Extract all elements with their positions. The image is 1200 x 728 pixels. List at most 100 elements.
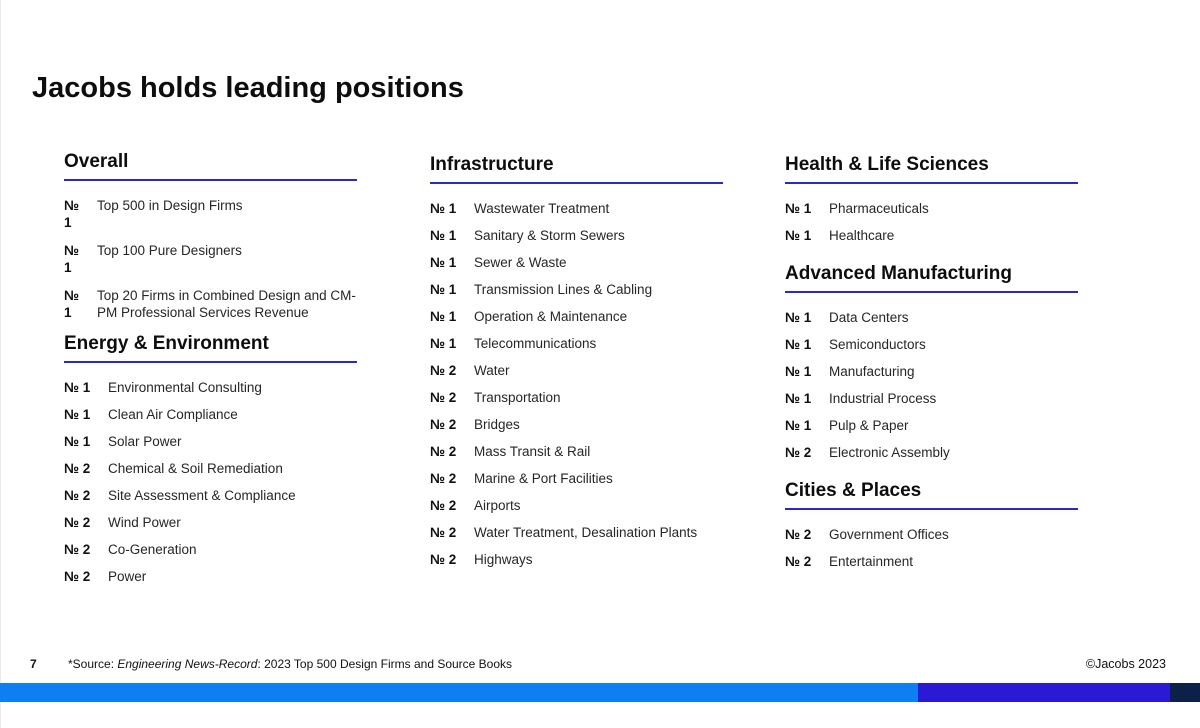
rank-badge: № 2: [430, 417, 457, 432]
rank-badge: № 2: [430, 390, 457, 405]
ranking-label: Airports: [474, 498, 521, 513]
footer-bar-segment-indigo: [918, 683, 1170, 702]
ranking-label: Top 500 in Design Firms: [97, 198, 243, 213]
ranking-row: № 2 Electronic Assembly: [785, 444, 1078, 461]
ranking-row: № 2 Site Assessment & Compliance: [64, 487, 357, 504]
rank-badge: № 1: [785, 391, 812, 406]
rank-badge: № 1: [785, 337, 812, 352]
section-heading-health-and-life-sciences: Health & Life Sciences: [785, 153, 1078, 184]
rank-badge: № 1: [430, 282, 457, 297]
ranking-row: № 2 Government Offices: [785, 526, 1078, 543]
ranking-row: № 2 Highways: [430, 551, 723, 568]
ranking-label: Marine & Port Facilities: [474, 471, 613, 486]
ranking-row: № 1 Industrial Process: [785, 390, 1078, 407]
ranking-row: № 2 Airports: [430, 497, 723, 514]
slide-title: Jacobs holds leading positions: [32, 72, 464, 104]
rank-badge: № 1: [430, 201, 457, 216]
ranking-row: № 2 Chemical & Soil Remediation: [64, 460, 357, 477]
ranking-label: Power: [108, 569, 147, 584]
rank-badge: № 1: [430, 336, 457, 351]
ranking-row: № 2 Water Treatment, Desalination Plants: [430, 524, 723, 541]
rank-badge: № 1: [430, 228, 457, 243]
ranking-column-3: Health & Life Sciences № 1 Pharmaceuticals…: [785, 153, 1078, 580]
rank-badge: № 2: [64, 488, 91, 503]
ranking-label: Top 100 Pure Designers: [97, 243, 242, 258]
section-cities-and-places: Cities & Places № 2 Government Offices № 2 E…: [785, 479, 1078, 570]
footer-bar-segment-bright-blue: [0, 683, 918, 702]
ranking-label: Operation & Maintenance: [474, 309, 628, 324]
ranking-label: Pulp & Paper: [829, 418, 909, 433]
ranking-label: Industrial Process: [829, 391, 937, 406]
page-number: 7: [30, 657, 37, 671]
rank-badge: № 1: [64, 434, 91, 449]
ranking-label: Site Assessment & Compliance: [108, 488, 296, 503]
ranking-label: Environmental Consulting: [108, 380, 262, 395]
ranking-row: № 1 Clean Air Compliance: [64, 406, 357, 423]
ranking-label: Government Offices: [829, 527, 949, 542]
ranking-label: Wind Power: [108, 515, 181, 530]
ranking-label: Wastewater Treatment: [474, 201, 610, 216]
ranking-row: № 1 Pulp & Paper: [785, 417, 1078, 434]
ranking-label: Transportation: [474, 390, 561, 405]
columns-container: Overall № 1 Top 500 in Design Firms № 1 Top …: [64, 150, 1078, 595]
source-note: *Source: Engineering News-Record: 2023 T…: [68, 657, 512, 671]
rank-badge: № 1: [785, 418, 812, 433]
ranking-row: № 2 Water: [430, 362, 723, 379]
footer-bar-segment-navy: [1170, 683, 1200, 702]
ranking-label: Electronic Assembly: [829, 445, 950, 460]
rank-badge: № 2: [785, 554, 812, 569]
section-energy-and-environment: Energy & Environment № 1 Environmental Con…: [64, 332, 357, 585]
rank-badge: № 1: [64, 407, 91, 422]
section-heading-advanced-manufacturing: Advanced Manufacturing: [785, 262, 1078, 293]
ranking-column-1: Overall № 1 Top 500 in Design Firms № 1 Top …: [64, 150, 357, 595]
ranking-label: Transmission Lines & Cabling: [474, 282, 653, 297]
ranking-row: № 2 Marine & Port Facilities: [430, 470, 723, 487]
rank-badge: № 1: [785, 364, 812, 379]
rank-badge: № 2: [785, 445, 812, 460]
ranking-row: № 2 Transportation: [430, 389, 723, 406]
section-heading-overall: Overall: [64, 150, 357, 181]
section-infrastructure: Infrastructure № 1 Wastewater Treatment № 1…: [430, 153, 723, 568]
rank-badge: № 1: [785, 228, 812, 243]
ranking-row: № 2 Mass Transit & Rail: [430, 443, 723, 460]
section-heading-cities-and-places: Cities & Places: [785, 479, 1078, 510]
ranking-label: Co-Generation: [108, 542, 197, 557]
rank-badge: № 2: [430, 363, 457, 378]
ranking-label: Telecommunications: [474, 336, 597, 351]
rank-badge: № 2: [64, 461, 91, 476]
rank-badge: № 1: [785, 310, 812, 325]
rank-badge: № 2: [64, 569, 91, 584]
rank-badge: № 2: [430, 552, 457, 567]
ranking-label: Healthcare: [829, 228, 895, 243]
ranking-row: № 1 Manufacturing: [785, 363, 1078, 380]
ranking-label: Water: [474, 363, 510, 378]
rank-badge: № 2: [430, 525, 457, 540]
rank-badge: № 1: [430, 309, 457, 324]
ranking-row: № 2 Power: [64, 568, 357, 585]
ranking-row: № 1 Operation & Maintenance: [430, 308, 723, 325]
rank-badge: № 2: [430, 444, 457, 459]
rank-badge: № 2: [430, 498, 457, 513]
ranking-label: Bridges: [474, 417, 520, 432]
ranking-label: Chemical & Soil Remediation: [108, 461, 283, 476]
ranking-row: № 1 Telecommunications: [430, 335, 723, 352]
section-overall: Overall № 1 Top 500 in Design Firms № 1 Top …: [64, 150, 357, 321]
source-publication-name: Engineering News-Record: [117, 657, 258, 671]
section-health-and-life-sciences: Health & Life Sciences № 1 Pharmaceuticals…: [785, 153, 1078, 244]
section-advanced-manufacturing: Advanced Manufacturing № 1 Data Centers № 1…: [785, 262, 1078, 461]
copyright-notice: ©Jacobs 2023: [1085, 657, 1166, 671]
ranking-row: № 1 Data Centers: [785, 309, 1078, 326]
ranking-row: № 1 Pharmaceuticals: [785, 200, 1078, 217]
ranking-row: № 1 Wastewater Treatment: [430, 200, 723, 217]
ranking-label: Solar Power: [108, 434, 182, 449]
ranking-label: Water Treatment, Desalination Plants: [474, 525, 698, 540]
ranking-column-2: Infrastructure № 1 Wastewater Treatment № 1…: [430, 153, 723, 578]
ranking-label: Highways: [474, 552, 533, 567]
brand-footer-bar: [0, 683, 1200, 702]
rank-badge: № 1: [64, 380, 91, 395]
ranking-label: Sanitary & Storm Sewers: [474, 228, 625, 243]
ranking-label: Manufacturing: [829, 364, 915, 379]
screen-edge-line: [0, 0, 1, 728]
rank-badge: № 1: [64, 198, 80, 230]
